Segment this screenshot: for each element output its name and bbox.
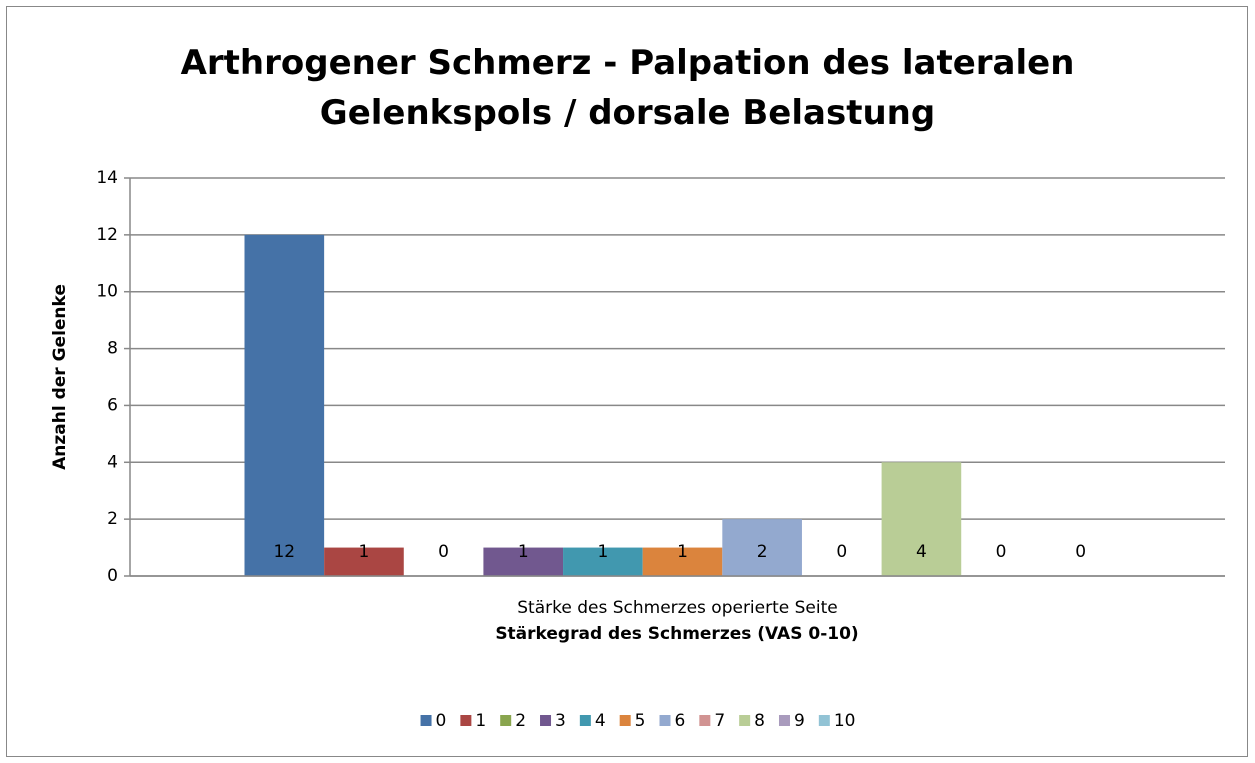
bar (722, 519, 802, 576)
data-label: 0 (836, 542, 847, 562)
data-label: 1 (677, 542, 688, 562)
bar (483, 547, 564, 576)
data-label: 4 (916, 542, 927, 562)
legend-swatch (739, 715, 751, 726)
legend-swatch (659, 715, 671, 726)
y-tick-label: 4 (107, 452, 118, 472)
bar (881, 462, 962, 576)
data-label: 1 (597, 542, 608, 562)
y-tick-label: 12 (96, 225, 118, 245)
bar (244, 234, 325, 576)
legend-label: 10 (834, 711, 856, 731)
y-tick-label: 0 (107, 566, 118, 586)
legend-label: 2 (515, 711, 526, 731)
chart-title-box: Arthrogener Schmerz - Palpation des late… (0, 38, 1255, 138)
bar (324, 547, 404, 576)
legend-label: 5 (635, 711, 646, 731)
legend-swatch (540, 715, 552, 726)
legend-swatch (778, 715, 790, 726)
data-label: 0 (996, 542, 1007, 562)
y-tick-label: 8 (107, 339, 118, 359)
legend-label: 0 (436, 711, 447, 731)
legend-label: 8 (754, 711, 765, 731)
y-tick-label: 10 (96, 282, 118, 302)
y-axis-title: Anzahl der Gelenke (50, 284, 70, 470)
legend-swatch (818, 715, 830, 726)
legend-label: 9 (794, 711, 805, 731)
y-tick-label: 2 (107, 509, 118, 529)
data-label: 12 (273, 542, 295, 562)
legend-swatch (619, 715, 631, 726)
legend-label: 1 (475, 711, 486, 731)
bar (642, 547, 723, 576)
chart-border (6, 6, 1248, 757)
legend-swatch (579, 715, 591, 726)
data-label: 0 (438, 542, 449, 562)
data-label: 0 (1075, 542, 1086, 562)
legend-label: 7 (714, 711, 725, 731)
data-label: 1 (518, 542, 529, 562)
chart-title: Arthrogener Schmerz - Palpation des late… (180, 43, 1075, 133)
x-axis-title: Stärkegrad des Schmerzes (VAS 0-10) (495, 624, 858, 644)
legend-swatch (420, 715, 432, 726)
bar (563, 547, 643, 576)
legend-label: 6 (675, 711, 686, 731)
data-label: 2 (757, 542, 768, 562)
y-tick-label: 14 (96, 168, 118, 188)
legend-label: 4 (595, 711, 606, 731)
legend-swatch (699, 715, 711, 726)
x-tick-label: Stärke des Schmerzes operierte Seite (517, 598, 837, 618)
legend-label: 3 (555, 711, 566, 731)
legend-swatch (500, 715, 512, 726)
legend-swatch (460, 715, 472, 726)
y-tick-label: 6 (107, 395, 118, 415)
data-label: 1 (359, 542, 370, 562)
